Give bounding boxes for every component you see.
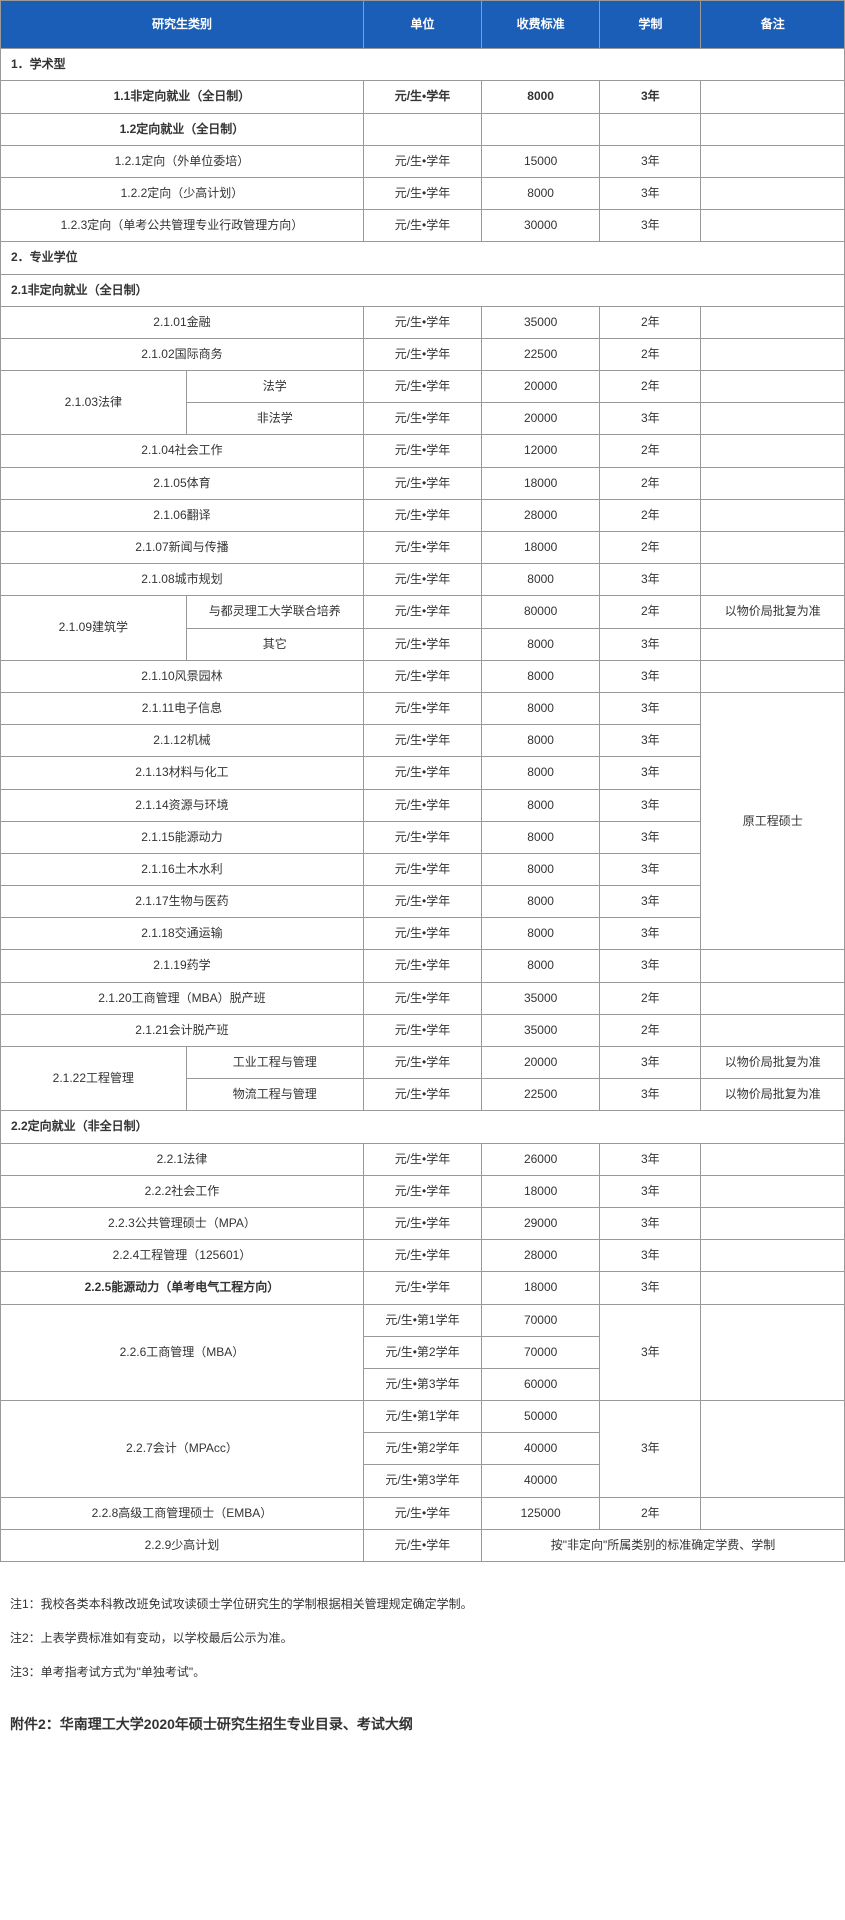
row-2-2-7-y1: 2.2.7会计（MPAcc） 元/生•第1学年 50000 3年 (1, 1401, 845, 1433)
row-2-1-05: 2.1.05体育元/生•学年180002年 (1, 467, 845, 499)
row-2-2-6-y1: 2.2.6工商管理（MBA） 元/生•第1学年 70000 3年 (1, 1304, 845, 1336)
tuition-table: 研究生类别 单位 收费标准 学制 备注 1．学术型 1.1非定向就业（全日制） … (0, 0, 845, 1562)
row-2-1-11: 2.1.11电子信息元/生•学年80003年原工程硕士 (1, 692, 845, 724)
note-1: 注1：我校各类本科教改班免试攻读硕士学位研究生的学制根据相关管理规定确定学制。 (10, 1592, 835, 1616)
row-2-1-03a: 2.1.03法律 法学 元/生•学年 20000 2年 (1, 371, 845, 403)
row-2-1-01: 2.1.01金融元/生•学年350002年 (1, 306, 845, 338)
col-duration: 学制 (600, 1, 701, 49)
row-2-1-06: 2.1.06翻译元/生•学年280002年 (1, 499, 845, 531)
row-2-1-02: 2.1.02国际商务元/生•学年225002年 (1, 338, 845, 370)
row-2-2-2: 2.2.2社会工作元/生•学年180003年 (1, 1175, 845, 1207)
col-remark: 备注 (701, 1, 845, 49)
eng-master-note: 原工程硕士 (701, 692, 845, 950)
row-2-2-1: 2.2.1法律元/生•学年260003年 (1, 1143, 845, 1175)
note-3: 注3：单考指考试方式为"单独考试"。 (10, 1660, 835, 1684)
row-2-1-21: 2.1.21会计脱产班元/生•学年350002年 (1, 1014, 845, 1046)
row-2-1-19: 2.1.19药学元/生•学年80003年 (1, 950, 845, 982)
note-2: 注2：上表学费标准如有变动，以学校最后公示为准。 (10, 1626, 835, 1650)
row-2-2-9: 2.2.9少高计划 元/生•学年 按"非定向"所属类别的标准确定学费、学制 (1, 1529, 845, 1561)
row-2-1-09a: 2.1.09建筑学 与都灵理工大学联合培养 元/生•学年 80000 2年 以物… (1, 596, 845, 628)
row-2-1-10: 2.1.10风景园林元/生•学年80003年 (1, 660, 845, 692)
row-2-1-22a: 2.1.22工程管理 工业工程与管理 元/生•学年 20000 3年 以物价局批… (1, 1047, 845, 1079)
row-1-1: 1.1非定向就业（全日制） 元/生•学年 8000 3年 (1, 81, 845, 113)
notes-section: 注1：我校各类本科教改班免试攻读硕士学位研究生的学制根据相关管理规定确定学制。 … (0, 1562, 845, 1704)
row-2-1-20: 2.1.20工商管理（MBA）脱产班元/生•学年350002年 (1, 982, 845, 1014)
subsection-2-2: 2.2定向就业（非全日制） (1, 1111, 845, 1143)
row-2-2-3: 2.2.3公共管理硕士（MPA）元/生•学年290003年 (1, 1207, 845, 1239)
row-1-2-2: 1.2.2定向（少高计划） 元/生•学年 8000 3年 (1, 177, 845, 209)
col-unit: 单位 (363, 1, 481, 49)
attachment-line: 附件2：华南理工大学2020年硕士研究生招生专业目录、考试大纲 (0, 1704, 845, 1744)
col-fee: 收费标准 (482, 1, 600, 49)
row-2-2-5: 2.2.5能源动力（单考电气工程方向）元/生•学年180003年 (1, 1272, 845, 1304)
section-1: 1．学术型 (1, 49, 845, 81)
row-2-1-08: 2.1.08城市规划元/生•学年80003年 (1, 564, 845, 596)
header-row: 研究生类别 单位 收费标准 学制 备注 (1, 1, 845, 49)
row-2-1-04: 2.1.04社会工作元/生•学年120002年 (1, 435, 845, 467)
row-1-2-3: 1.2.3定向（单考公共管理专业行政管理方向） 元/生•学年 30000 3年 (1, 210, 845, 242)
row-1-2-1: 1.2.1定向（外单位委培） 元/生•学年 15000 3年 (1, 145, 845, 177)
subsection-2-1: 2.1非定向就业（全日制） (1, 274, 845, 306)
row-2-2-8: 2.2.8高级工商管理硕士（EMBA）元/生•学年1250002年 (1, 1497, 845, 1529)
row-2-2-4: 2.2.4工程管理（125601）元/生•学年280003年 (1, 1240, 845, 1272)
row-1-2: 1.2定向就业（全日制） (1, 113, 845, 145)
row-2-1-07: 2.1.07新闻与传播元/生•学年180002年 (1, 532, 845, 564)
col-category: 研究生类别 (1, 1, 364, 49)
section-2: 2．专业学位 (1, 242, 845, 274)
